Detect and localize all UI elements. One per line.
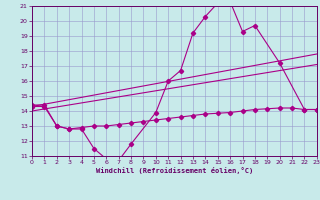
X-axis label: Windchill (Refroidissement éolien,°C): Windchill (Refroidissement éolien,°C) <box>96 167 253 174</box>
